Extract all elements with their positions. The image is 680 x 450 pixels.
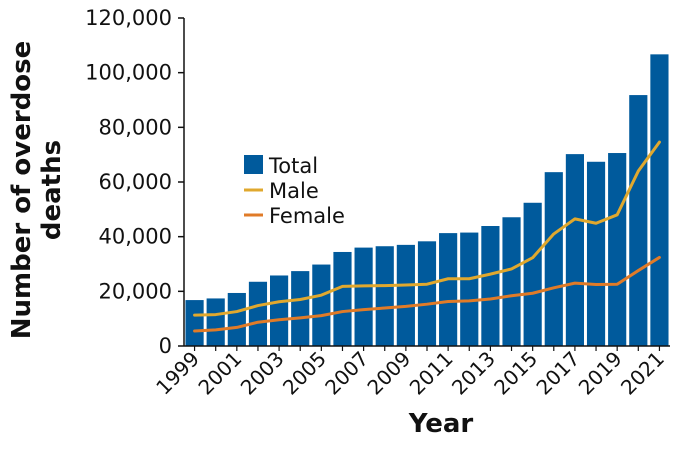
line-series-group <box>193 140 661 333</box>
x-tick-label: 2001 <box>193 347 246 400</box>
bar-2005 <box>312 264 331 346</box>
bar-2018 <box>586 161 606 346</box>
bar-2010 <box>417 241 437 346</box>
bar-series-total <box>185 54 669 346</box>
x-tick-label: 2011 <box>405 347 458 400</box>
bar-2013 <box>481 226 500 346</box>
x-tick-label: 2017 <box>531 347 584 400</box>
bar-2004 <box>291 271 310 346</box>
x-axis-title: Year <box>408 409 474 439</box>
bar-2011 <box>439 233 458 346</box>
y-tick-label: 20,000 <box>99 279 172 303</box>
x-tick-label: 2007 <box>320 347 373 400</box>
bar-1999 <box>185 300 204 346</box>
x-tick-label: 2005 <box>278 347 331 400</box>
legend-label-male: Male <box>269 179 319 203</box>
bar-2007 <box>354 247 373 346</box>
line-series-female <box>193 255 661 333</box>
bar-2014 <box>502 217 521 346</box>
bar-2021 <box>650 54 669 346</box>
bar-2001 <box>227 292 246 346</box>
legend-label-female: Female <box>269 204 345 228</box>
y-tick-label: 80,000 <box>99 115 172 139</box>
bar-2009 <box>396 244 415 346</box>
bar-2000 <box>206 298 225 346</box>
y-tick-label: 100,000 <box>85 61 172 85</box>
x-tick-label: 2021 <box>616 347 669 400</box>
bar-2015 <box>523 202 542 346</box>
y-tick-labels: 0 20,000 40,000 60,000 80,000 100,000 120,000 <box>85 6 184 358</box>
x-tick-labels: 1999200120032005200720092011201320152017… <box>151 346 669 400</box>
x-tick-label: 2013 <box>447 347 500 400</box>
y-tick-label: 60,000 <box>99 170 172 194</box>
bar-2020 <box>629 95 648 346</box>
x-tick-label: 2015 <box>489 347 542 400</box>
bar-2017 <box>565 154 584 346</box>
x-tick-label: 2009 <box>362 347 415 400</box>
x-tick-label: 2003 <box>236 347 289 400</box>
legend-swatch-total <box>244 155 263 174</box>
bar-2012 <box>460 232 479 346</box>
y-tick-label: 40,000 <box>99 225 172 249</box>
bar-2003 <box>270 275 289 346</box>
bar-2016 <box>544 172 563 346</box>
y-tick-label: 120,000 <box>85 6 172 30</box>
bar-2006 <box>333 251 352 346</box>
x-tick-label: 2019 <box>574 347 627 400</box>
legend-label-total: Total <box>268 154 318 178</box>
bar-2008 <box>375 246 394 346</box>
y-tick-label: 0 <box>159 334 172 358</box>
y-axis-title: Number of overdosedeaths <box>7 41 67 340</box>
bar-2019 <box>608 153 627 346</box>
bar-2002 <box>248 281 268 346</box>
line-series-male <box>193 140 661 317</box>
